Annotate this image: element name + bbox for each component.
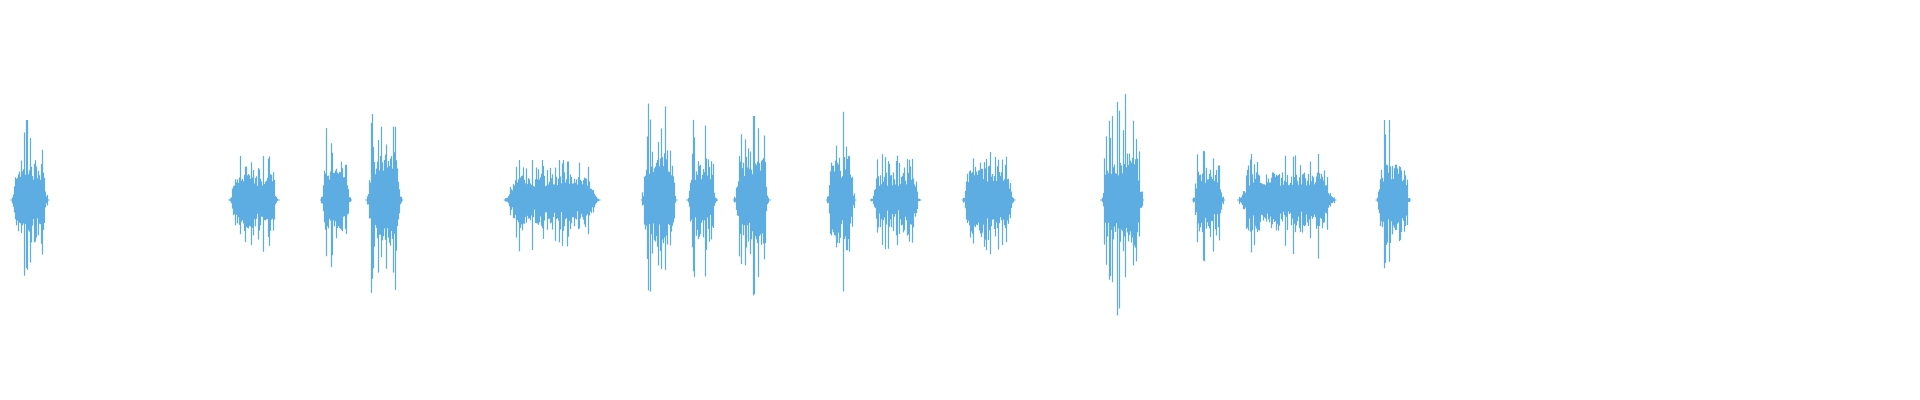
waveform-burst bbox=[870, 154, 921, 250]
waveform-burst bbox=[733, 116, 770, 296]
waveform-burst bbox=[320, 128, 352, 268]
waveform-segment bbox=[825, 111, 857, 292]
waveform-segment bbox=[503, 160, 601, 252]
waveform-segment bbox=[686, 119, 719, 278]
waveform-segment bbox=[1100, 94, 1145, 316]
waveform-burst bbox=[962, 152, 1015, 255]
waveform-segment bbox=[961, 152, 1016, 255]
waveform-burst bbox=[1376, 120, 1411, 269]
waveform-burst bbox=[504, 160, 600, 252]
waveform-burst bbox=[366, 114, 403, 293]
waveform-segment bbox=[365, 114, 404, 293]
waveform-burst bbox=[229, 156, 279, 252]
waveform-segment bbox=[10, 120, 50, 276]
waveform-segment bbox=[228, 156, 280, 252]
waveform-segment bbox=[732, 116, 771, 296]
waveform-segment bbox=[1375, 120, 1412, 269]
waveform-burst bbox=[826, 111, 856, 292]
waveform-burst bbox=[1238, 154, 1336, 259]
waveform-burst bbox=[641, 103, 677, 292]
waveform-segment bbox=[319, 128, 353, 268]
waveform-burst bbox=[1101, 94, 1144, 316]
waveform-burst bbox=[1192, 150, 1225, 262]
waveform-burst bbox=[687, 119, 718, 278]
waveform-segment bbox=[1237, 154, 1337, 259]
waveform-segment bbox=[1191, 150, 1226, 262]
waveform-segment bbox=[869, 154, 922, 250]
waveform-segment bbox=[640, 103, 678, 292]
waveform-burst bbox=[11, 120, 49, 276]
